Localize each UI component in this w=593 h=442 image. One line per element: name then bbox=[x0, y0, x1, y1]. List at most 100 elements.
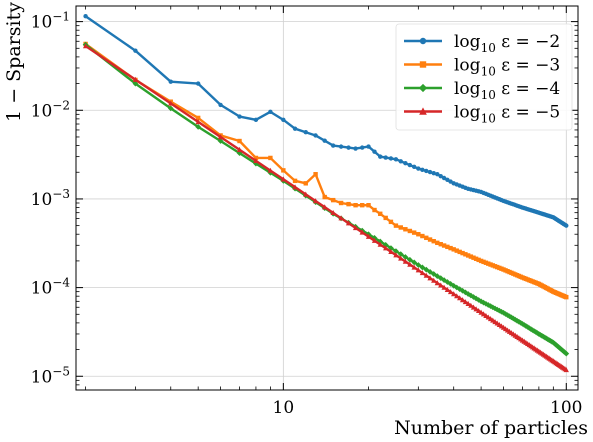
data-point bbox=[453, 284, 460, 291]
data-point bbox=[415, 267, 421, 273]
data-point bbox=[372, 207, 377, 213]
data-point bbox=[292, 184, 298, 190]
data-point bbox=[237, 114, 242, 119]
data-point bbox=[450, 282, 457, 289]
data-point bbox=[330, 209, 336, 216]
data-point bbox=[218, 102, 223, 108]
data-point bbox=[195, 119, 201, 125]
data-point bbox=[281, 168, 286, 173]
data-point bbox=[451, 291, 457, 297]
data-point bbox=[322, 194, 327, 200]
data-point bbox=[563, 367, 569, 373]
data-point bbox=[346, 145, 351, 150]
data-point bbox=[398, 255, 404, 261]
data-point bbox=[435, 172, 440, 177]
data-point bbox=[403, 227, 408, 232]
data-point bbox=[473, 256, 479, 261]
data-point bbox=[303, 130, 308, 135]
data-point bbox=[424, 235, 429, 241]
data-point bbox=[280, 176, 286, 182]
data-point bbox=[563, 350, 570, 357]
data-point bbox=[478, 298, 484, 305]
data-point bbox=[378, 211, 383, 216]
data-point bbox=[430, 271, 437, 277]
y-tick-label: 10−1 bbox=[31, 10, 70, 33]
data-point bbox=[268, 155, 273, 161]
x-tick-label: 10 bbox=[273, 398, 295, 418]
data-point bbox=[564, 294, 569, 300]
data-point bbox=[281, 117, 286, 123]
data-point bbox=[486, 261, 491, 266]
data-point bbox=[407, 228, 413, 234]
data-point bbox=[411, 164, 417, 170]
data-point bbox=[402, 258, 409, 264]
x-tick-label: 100 bbox=[550, 398, 582, 418]
data-point bbox=[481, 259, 486, 265]
data-point bbox=[353, 202, 358, 208]
data-point bbox=[393, 252, 399, 258]
data-point bbox=[312, 198, 319, 204]
series-4 bbox=[82, 43, 569, 373]
data-point bbox=[434, 280, 440, 286]
data-point bbox=[253, 117, 259, 123]
legend-marker bbox=[419, 107, 427, 115]
data-point bbox=[415, 262, 422, 268]
data-point bbox=[465, 253, 471, 258]
data-point bbox=[416, 166, 421, 171]
data-point bbox=[420, 167, 425, 172]
data-point bbox=[398, 159, 403, 164]
data-point bbox=[457, 249, 462, 255]
data-point bbox=[378, 154, 383, 159]
data-point bbox=[490, 263, 496, 268]
data-point bbox=[360, 145, 365, 150]
data-point bbox=[502, 311, 509, 317]
data-point bbox=[372, 149, 377, 154]
y-tick-label: 10−5 bbox=[31, 364, 70, 387]
data-point bbox=[494, 306, 501, 313]
data-point bbox=[456, 286, 463, 292]
data-point bbox=[236, 146, 243, 152]
data-point bbox=[478, 258, 484, 264]
data-point bbox=[444, 279, 451, 285]
data-point bbox=[459, 297, 466, 303]
data-point bbox=[313, 133, 318, 138]
data-point bbox=[82, 43, 89, 49]
data-point bbox=[371, 237, 378, 243]
data-point bbox=[132, 76, 139, 82]
legend-marker bbox=[418, 83, 428, 93]
data-point bbox=[195, 124, 202, 130]
data-point bbox=[253, 157, 259, 164]
data-point bbox=[267, 167, 274, 173]
data-point bbox=[411, 259, 418, 266]
data-point bbox=[423, 266, 430, 273]
data-point bbox=[431, 277, 437, 283]
data-point bbox=[427, 268, 433, 275]
series-layer bbox=[82, 14, 570, 373]
data-point bbox=[431, 170, 436, 176]
data-point bbox=[313, 172, 318, 177]
data-point bbox=[398, 225, 403, 230]
plot-frame bbox=[75, 5, 579, 391]
tick-marks bbox=[76, 6, 578, 390]
data-point bbox=[388, 248, 394, 254]
data-point bbox=[445, 244, 450, 250]
data-point bbox=[411, 230, 417, 235]
data-point bbox=[393, 223, 399, 228]
data-point bbox=[441, 277, 447, 283]
x-tick-labels: 10 100 bbox=[273, 398, 583, 418]
data-point bbox=[195, 115, 201, 121]
data-point bbox=[382, 241, 389, 248]
data-point bbox=[359, 229, 365, 235]
legend-box bbox=[395, 23, 573, 131]
data-point bbox=[397, 251, 404, 257]
y-tick-label: 10−2 bbox=[31, 98, 70, 121]
data-point bbox=[423, 272, 429, 278]
legend-entry: log10 ε = −2 bbox=[404, 32, 560, 55]
data-point bbox=[388, 219, 394, 225]
data-point bbox=[419, 270, 426, 276]
data-point bbox=[438, 173, 443, 179]
data-point bbox=[407, 256, 413, 263]
data-point bbox=[83, 14, 88, 19]
data-point bbox=[470, 294, 477, 300]
data-point bbox=[352, 225, 359, 231]
